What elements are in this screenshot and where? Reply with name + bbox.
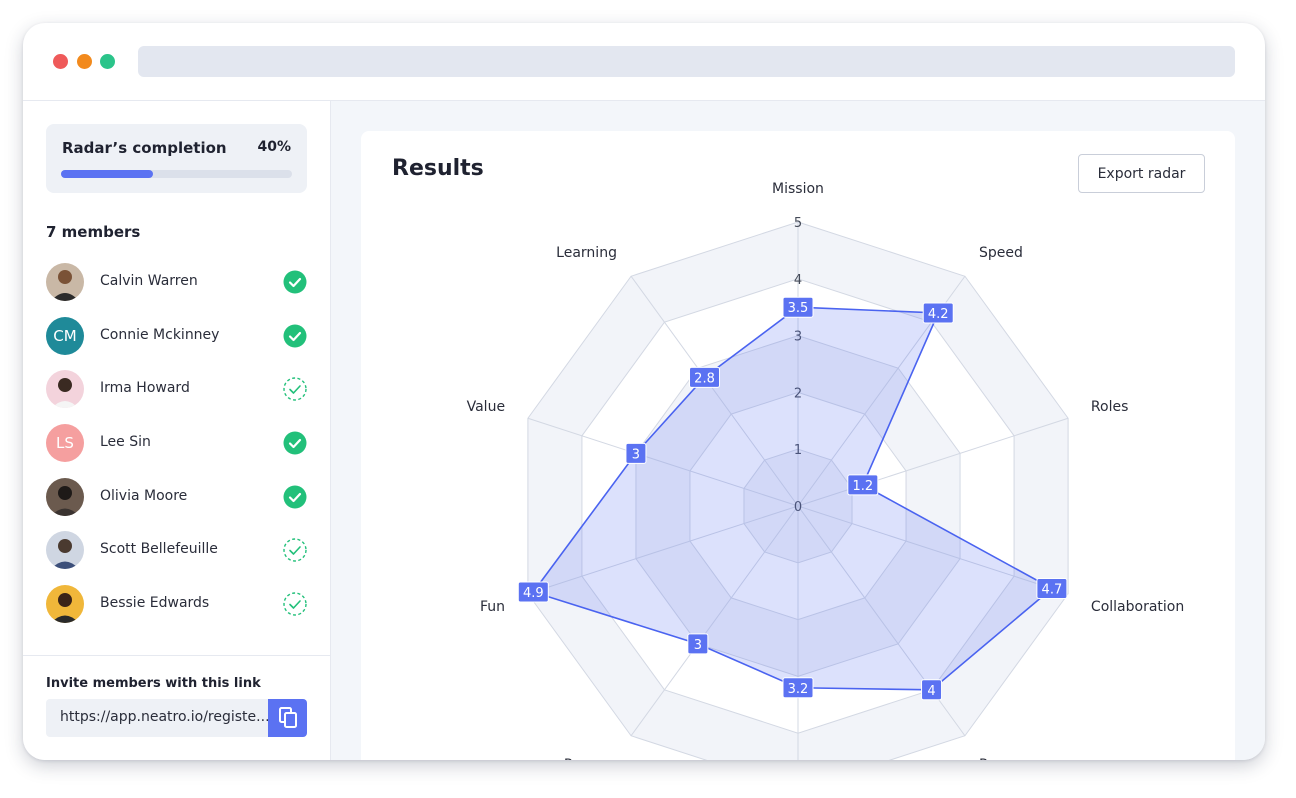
member-row[interactable]: Calvin Warren bbox=[46, 263, 307, 303]
check-pending-icon bbox=[283, 377, 307, 401]
avatar bbox=[46, 478, 84, 516]
avatar bbox=[46, 370, 84, 408]
completion-title: Radar’s completion bbox=[62, 139, 227, 157]
page-title: Results bbox=[392, 156, 484, 181]
copy-icon bbox=[278, 707, 297, 728]
app-window: Radar’s completion 40% 7 members Calvin … bbox=[23, 23, 1265, 760]
completion-percent: 40% bbox=[257, 139, 291, 155]
invite-section: Invite members with this link https://ap… bbox=[23, 655, 330, 760]
maximize-window-button[interactable] bbox=[100, 54, 115, 69]
member-name: Scott Bellefeuille bbox=[100, 541, 218, 557]
results-card: Results Export radar bbox=[361, 131, 1235, 760]
avatar bbox=[46, 585, 84, 623]
invite-title: Invite members with this link bbox=[46, 676, 261, 691]
member-row[interactable]: Bessie Edwards bbox=[46, 585, 307, 625]
member-row[interactable]: Irma Howard bbox=[46, 370, 307, 410]
check-complete-icon bbox=[283, 270, 307, 294]
completion-card: Radar’s completion 40% bbox=[46, 124, 307, 193]
member-name: Irma Howard bbox=[100, 380, 190, 396]
members-heading: 7 members bbox=[46, 223, 141, 241]
check-complete-icon bbox=[283, 431, 307, 455]
check-complete-icon bbox=[283, 485, 307, 509]
member-row[interactable]: CM Connie Mckinney bbox=[46, 317, 307, 357]
member-name: Connie Mckinney bbox=[100, 327, 220, 343]
title-bar bbox=[23, 23, 1265, 101]
address-bar[interactable] bbox=[138, 46, 1235, 77]
completion-progress-fill bbox=[61, 170, 154, 178]
completion-progress-bar bbox=[61, 170, 292, 178]
copy-link-button[interactable] bbox=[268, 699, 307, 737]
avatar: LS bbox=[46, 424, 84, 462]
invite-link-field[interactable]: https://app.neatro.io/registe... bbox=[46, 699, 268, 737]
check-complete-icon bbox=[283, 324, 307, 348]
avatar: CM bbox=[46, 317, 84, 355]
avatar bbox=[46, 531, 84, 569]
check-pending-icon bbox=[283, 538, 307, 562]
close-window-button[interactable] bbox=[53, 54, 68, 69]
member-name: Olivia Moore bbox=[100, 488, 188, 504]
member-name: Bessie Edwards bbox=[100, 595, 210, 611]
check-pending-icon bbox=[283, 592, 307, 616]
member-row[interactable]: Scott Bellefeuille bbox=[46, 531, 307, 571]
minimize-window-button[interactable] bbox=[77, 54, 92, 69]
member-row[interactable]: Olivia Moore bbox=[46, 478, 307, 518]
sidebar: Radar’s completion 40% 7 members Calvin … bbox=[23, 101, 331, 760]
member-name: Lee Sin bbox=[100, 434, 151, 450]
main-panel: Results Export radar bbox=[331, 101, 1265, 760]
export-radar-button[interactable]: Export radar bbox=[1078, 154, 1205, 193]
member-name: Calvin Warren bbox=[100, 273, 198, 289]
avatar bbox=[46, 263, 84, 301]
member-row[interactable]: LS Lee Sin bbox=[46, 424, 307, 464]
